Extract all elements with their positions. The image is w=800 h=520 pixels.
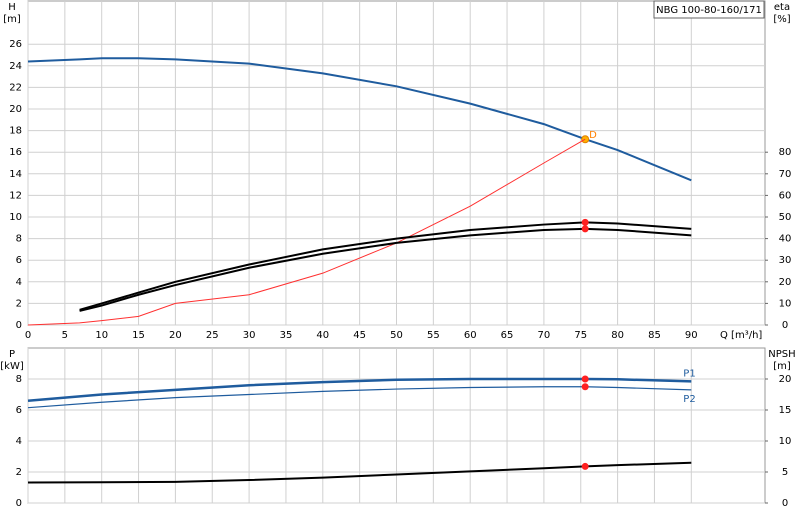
title-box: [653, 0, 765, 19]
curve: [27, 461, 692, 484]
y2-axis-unit: [m]: [773, 361, 791, 372]
y-tick-label: 6: [16, 255, 22, 266]
y-tick-label: 6: [16, 405, 22, 416]
y2-tick-label: 10: [779, 298, 792, 309]
y-tick-label: 8: [16, 234, 22, 245]
y-tick-label: 2: [16, 298, 22, 309]
y-tick-label: 26: [9, 39, 22, 50]
duty-point: [581, 225, 589, 233]
y2-tick-label: 20: [779, 374, 792, 385]
x-tick-label: 85: [648, 330, 661, 341]
duty-point: [581, 462, 589, 470]
x-tick-label: 10: [95, 330, 108, 341]
x-tick-label: 70: [538, 330, 551, 341]
y2-tick-label: 60: [779, 190, 792, 201]
y-tick-label: 24: [9, 61, 22, 72]
duty-point-label: D: [589, 130, 597, 141]
x-tick-label: 45: [353, 330, 366, 341]
y-tick-label: 0: [16, 498, 22, 509]
y2-tick-label: 0: [782, 498, 788, 509]
duty-point: [581, 218, 589, 226]
x-axis-label: Q [m³/h]: [720, 330, 762, 341]
y-tick-label: 2: [16, 467, 22, 478]
series-label: P2: [683, 394, 695, 405]
y-tick-label: 10: [9, 212, 22, 223]
x-tick-label: 65: [501, 330, 514, 341]
y2-tick-label: 40: [779, 234, 792, 245]
x-tick-label: 30: [243, 330, 256, 341]
curve: [79, 227, 692, 312]
y2-tick-label: 20: [779, 277, 792, 288]
y2-tick-label: 70: [779, 169, 792, 180]
y2-tick-label: 5: [782, 467, 788, 478]
curve: [27, 386, 692, 409]
x-tick-label: 15: [132, 330, 145, 341]
x-tick-label: 35: [280, 330, 293, 341]
y-axis-label: H: [8, 2, 16, 13]
y2-tick-label: 0: [782, 320, 788, 331]
x-tick-label: 80: [611, 330, 624, 341]
x-tick-label: 25: [206, 330, 219, 341]
x-tick-label: 50: [390, 330, 403, 341]
y-tick-label: 0: [16, 320, 22, 331]
y-tick-label: 20: [9, 104, 22, 115]
x-tick-label: 60: [464, 330, 477, 341]
x-tick-label: 0: [25, 330, 31, 341]
x-tick-label: 40: [316, 330, 329, 341]
y-axis-label: P: [9, 349, 15, 360]
y-tick-label: 8: [16, 374, 22, 385]
y2-tick-label: 80: [779, 147, 792, 158]
y-axis-unit: [m]: [3, 14, 21, 25]
y-tick-label: 12: [9, 190, 22, 201]
duty-point: [581, 375, 589, 383]
y-tick-label: 18: [9, 126, 22, 137]
curve: [79, 221, 692, 311]
y2-axis-label: eta: [774, 2, 790, 13]
y-tick-label: 16: [9, 147, 22, 158]
y-tick-label: 22: [9, 82, 22, 93]
y2-axis-unit: [%]: [773, 14, 790, 25]
series-label: P1: [683, 368, 695, 379]
curve: [27, 138, 586, 326]
duty-point: [581, 383, 589, 391]
curve: [27, 377, 692, 402]
y2-tick-label: 10: [779, 436, 792, 447]
y2-tick-label: 50: [779, 212, 792, 223]
x-tick-label: 90: [685, 330, 698, 341]
y-tick-label: 14: [9, 169, 22, 180]
x-tick-label: 20: [169, 330, 182, 341]
y2-tick-label: 15: [779, 405, 792, 416]
y-tick-label: 4: [16, 436, 22, 447]
y2-axis-label: NPSH: [768, 349, 795, 360]
chart-title: NBG 100-80-160/171: [656, 5, 762, 16]
x-tick-label: 5: [62, 330, 68, 341]
x-tick-label: 55: [427, 330, 440, 341]
y-axis-unit: [kW]: [0, 361, 24, 372]
x-tick-label: 75: [574, 330, 587, 341]
y2-tick-label: 30: [779, 255, 792, 266]
y-tick-label: 4: [16, 277, 22, 288]
